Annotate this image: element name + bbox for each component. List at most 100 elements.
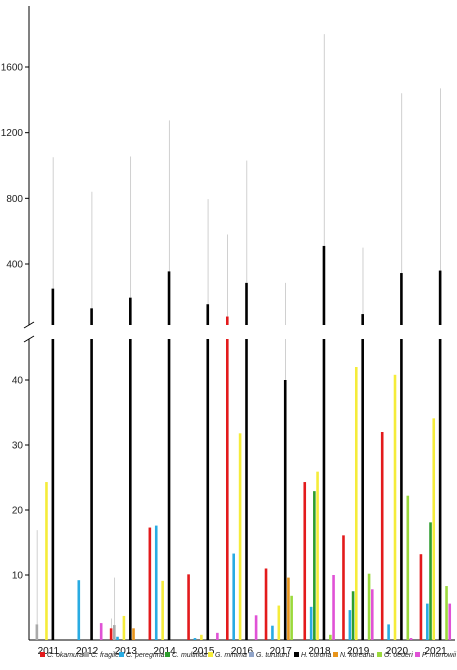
bar [45,482,48,640]
legend-label: O. oederi [384,652,413,659]
legend-label: C. fragile [91,652,119,659]
bar [426,603,429,640]
bar-upper [361,314,364,325]
legend-swatch [377,652,382,657]
bar [113,625,116,640]
bar [287,577,290,640]
bar [290,595,293,640]
bar-upper [90,308,93,325]
bar [154,525,158,640]
bar [129,339,132,640]
bar-upper [206,304,210,325]
bar-upper [322,245,326,325]
bar [193,638,197,640]
bar [303,482,307,640]
legend-swatch [165,652,170,657]
legend-label: G. minima [215,652,247,659]
bar [167,339,171,640]
axis-break-mark [23,321,35,329]
legend-swatch [294,652,299,657]
bar-upper [167,271,171,325]
y-tick-label-lower: 20 [12,506,24,517]
bar [232,553,235,640]
x-tick-label: 2012 [76,646,99,657]
y-tick-label-upper: 1600 [1,63,24,74]
bar [116,636,119,640]
bar [35,624,39,640]
bar-upper [226,316,229,325]
x-tick-label: 2014 [153,646,176,657]
y-tick-label-lower: 40 [12,376,24,387]
bar [122,615,126,640]
bar [367,573,371,640]
legend-swatch [84,652,89,657]
legend-label: C. multifida [172,652,207,659]
bar [429,522,432,640]
bar-upper [400,273,403,325]
x-tick-label: 2020 [386,646,409,657]
legend-label: P. morrowii [422,652,457,659]
bar [132,628,135,640]
bar-upper [245,282,248,325]
x-tick-label: 2013 [115,646,138,657]
bar [51,339,55,640]
x-tick-label: 2011 [38,646,60,657]
bar [348,610,352,640]
bar [329,634,332,640]
legend-swatch [40,652,45,657]
bar [322,339,326,640]
bar [432,418,436,640]
bar [271,625,274,640]
bar [409,638,413,640]
bar [226,339,229,640]
y-tick-label-lower: 30 [12,441,24,452]
bar [332,575,335,640]
bar [309,606,313,640]
legend-swatch [208,652,213,657]
bar [361,339,364,640]
bar [380,432,384,640]
legend-label: G. turuturu [256,652,290,659]
bar [283,380,287,640]
bar [387,624,390,640]
bar [313,491,316,640]
bar [109,628,113,640]
bar [99,623,103,640]
bar-upper [438,270,442,325]
x-tick-label: 2018 [308,646,331,657]
bar [342,535,345,640]
bar [148,527,152,640]
bar [448,603,452,640]
legend-label: N. koreana [340,652,374,659]
y-tick-label-upper: 1200 [1,128,24,139]
bar [216,632,219,640]
bar [316,471,319,640]
legend-label: C. okamurae [47,652,87,659]
bar [351,591,355,640]
bar [77,580,81,640]
bar [264,568,268,640]
bar-upper [129,297,132,325]
bar-upper [51,288,55,325]
bar [406,495,410,640]
axis-break-mark [23,335,35,343]
bar [206,339,210,640]
x-tick-label: 2021 [425,646,448,657]
legend-swatch [249,652,254,657]
legend-swatch [415,652,420,657]
legend-label: H. corona [301,652,331,659]
bar [438,339,442,640]
bar [187,574,190,640]
bar [238,433,242,640]
bar [245,339,248,640]
bar [370,589,374,640]
y-tick-label-lower: 10 [12,571,24,582]
bar [445,586,448,640]
legend-label: C. peregrina [126,652,165,659]
bar [200,634,203,640]
bar [90,339,93,640]
x-tick-label: 2019 [347,646,370,657]
bar [400,339,403,640]
